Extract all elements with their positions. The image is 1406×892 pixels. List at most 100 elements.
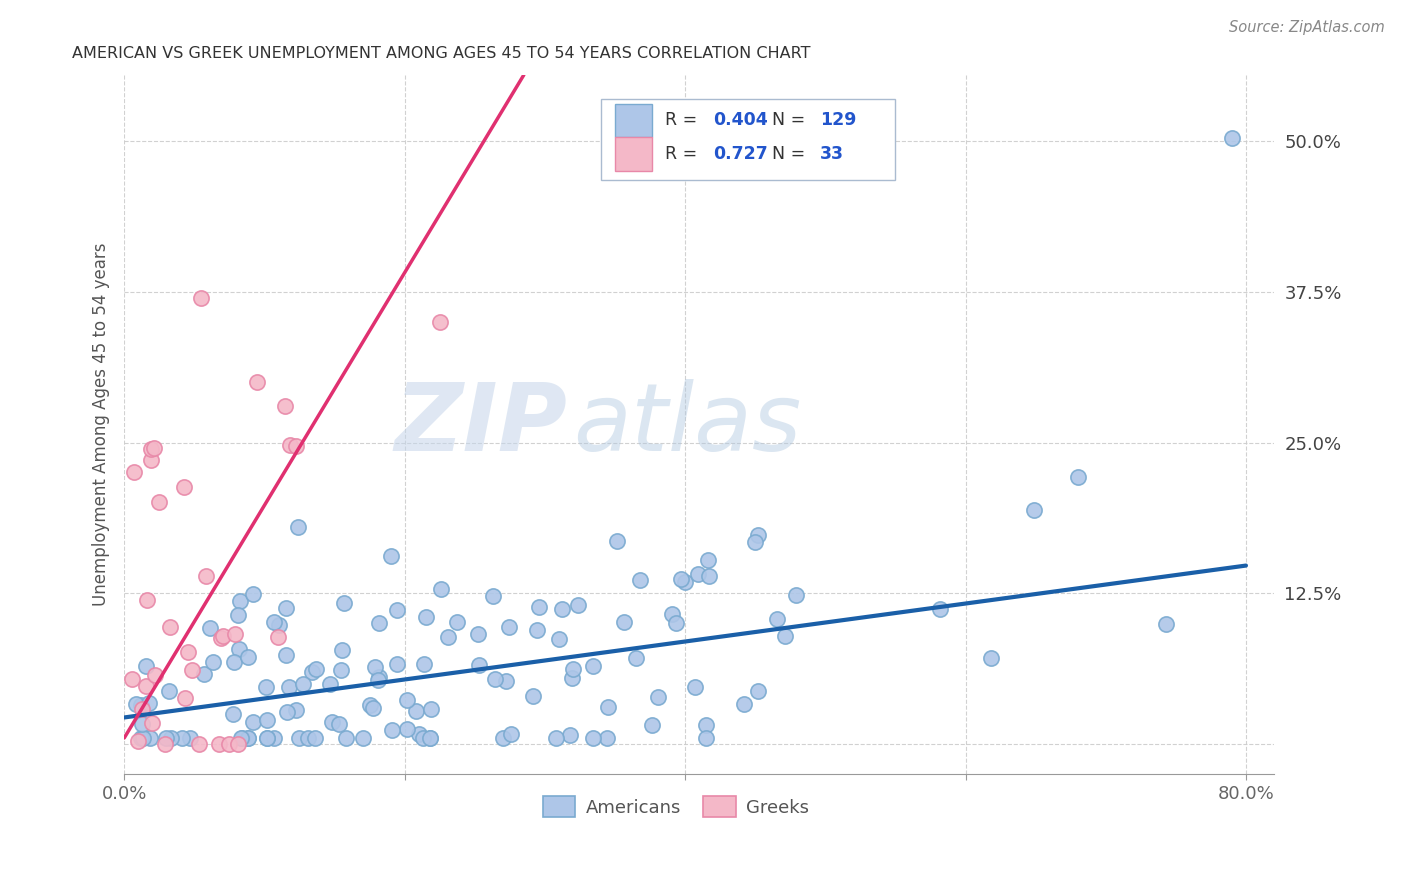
Point [929,601,952,615]
Point [396,693,419,707]
Point [527,599,550,614]
Point [276,705,298,719]
Point [359,698,381,712]
Point [179,731,201,745]
Point [139,442,162,457]
Point [148,495,170,509]
Point [673,574,696,589]
Point [353,731,375,745]
Point [136,592,159,607]
Point [208,737,231,751]
Point [419,731,441,745]
Point [1066,470,1088,484]
Point [381,723,404,737]
Text: Source: ZipAtlas.com: Source: ZipAtlas.com [1229,20,1385,35]
Text: R =: R = [665,145,703,163]
Point [385,602,408,616]
Point [773,629,796,643]
Text: AMERICAN VS GREEK UNEMPLOYMENT AMONG AGES 45 TO 54 YEARS CORRELATION CHART: AMERICAN VS GREEK UNEMPLOYMENT AMONG AGE… [73,46,811,62]
Point [413,657,436,672]
Point [419,731,441,745]
Point [274,648,297,663]
Point [277,681,299,695]
Point [228,642,250,657]
Point [287,520,309,534]
Point [368,669,391,683]
Point [209,631,232,645]
Point [274,600,297,615]
Point [361,701,384,715]
Point [256,731,278,745]
Point [173,480,195,494]
Point [747,683,769,698]
Point [177,645,200,659]
Point [221,706,243,721]
Point [195,569,218,583]
Point [305,662,328,676]
Point [606,534,628,549]
Point [139,731,162,745]
Point [522,689,544,703]
Point [661,607,683,621]
Point [405,704,427,718]
Point [329,664,352,678]
Point [1024,503,1046,517]
Point [129,698,152,712]
Point [174,691,197,706]
Point [581,658,603,673]
Point [330,643,353,657]
Point [1220,130,1243,145]
Point [640,717,662,731]
Point [628,573,651,587]
Point [143,668,166,682]
Point [437,631,460,645]
Point [266,630,288,644]
Point [562,662,585,676]
Point [287,731,309,745]
Point [242,715,264,730]
Point [567,599,589,613]
Point [254,680,277,694]
Text: N =: N = [772,112,810,129]
Point [744,534,766,549]
Point [766,612,789,626]
Point [138,696,160,710]
Point [333,596,356,610]
Point [139,453,162,467]
Point [596,700,619,714]
Point [228,607,250,622]
Point [548,632,571,646]
Point [292,676,315,690]
Point [558,728,581,742]
Point [647,690,669,704]
Point [380,549,402,563]
Point [446,615,468,629]
Point [785,588,807,602]
Point [125,697,148,711]
Point [747,528,769,542]
Point [385,657,408,671]
Point [135,659,157,673]
Point [683,681,706,695]
Point [269,618,291,632]
Point [141,716,163,731]
Point [229,731,252,745]
Text: 0.404: 0.404 [713,112,768,129]
Point [236,731,259,745]
Point [129,731,152,745]
Point [420,702,443,716]
Legend: Americans, Greeks: Americans, Greeks [536,789,817,824]
Point [160,731,183,745]
Point [596,731,619,745]
Point [501,727,523,741]
Point [688,566,710,581]
Point [198,621,221,635]
Point [159,619,181,633]
Text: R =: R = [665,112,703,129]
Point [495,673,517,688]
Point [211,629,233,643]
Text: N =: N = [772,145,810,163]
Point [224,627,246,641]
Point [153,737,176,751]
Point [187,737,209,751]
